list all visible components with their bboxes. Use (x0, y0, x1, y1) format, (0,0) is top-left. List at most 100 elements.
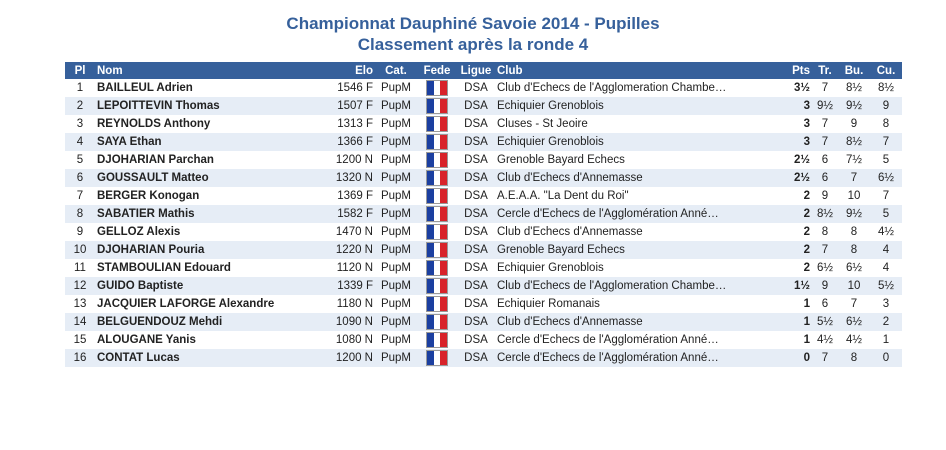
cell-bu: 6½ (838, 313, 870, 331)
cell-fede (417, 97, 457, 115)
cell-pts: 1 (782, 295, 812, 313)
header-pts: Pts (782, 62, 812, 79)
table-row: 5 DJOHARIAN Parchan 1200 N PupM DSA Grenoble … (65, 151, 902, 169)
cell-elo: 1546 F (309, 79, 375, 97)
header-nom: Nom (95, 62, 309, 79)
cell-ligue: DSA (457, 205, 495, 223)
cell-club: Cercle d'Echecs de l'Agglomération Anné… (495, 349, 782, 367)
cell-nom: ALOUGANE Yanis (95, 331, 309, 349)
cell-ligue: DSA (457, 187, 495, 205)
cell-ligue: DSA (457, 295, 495, 313)
cell-bu: 8½ (838, 133, 870, 151)
cell-ligue: DSA (457, 133, 495, 151)
cell-club: Grenoble Bayard Echecs (495, 241, 782, 259)
cell-fede (417, 79, 457, 97)
table-row: 15 ALOUGANE Yanis 1080 N PupM DSA Cercle d'Ec… (65, 331, 902, 349)
cell-pl: 12 (65, 277, 95, 295)
cell-bu: 9½ (838, 205, 870, 223)
header-club: Club (495, 62, 782, 79)
cell-fede (417, 349, 457, 367)
cell-pl: 13 (65, 295, 95, 313)
table-row: 13 JACQUIER LAFORGE Alexandre 1180 N PupM DS… (65, 295, 902, 313)
cell-bu: 8½ (838, 79, 870, 97)
table-row: 9 GELLOZ Alexis 1470 N PupM DSA Club d'Echecs… (65, 223, 902, 241)
cell-nom: REYNOLDS Anthony (95, 115, 309, 133)
cell-elo: 1507 F (309, 97, 375, 115)
cell-pl: 1 (65, 79, 95, 97)
cell-fede (417, 259, 457, 277)
france-flag-icon (426, 188, 448, 204)
cell-elo: 1313 F (309, 115, 375, 133)
cell-ligue: DSA (457, 277, 495, 295)
cell-tr: 6 (812, 169, 838, 187)
cell-pl: 11 (65, 259, 95, 277)
header-ligue: Ligue (457, 62, 495, 79)
cell-cu: 0 (870, 349, 902, 367)
cell-tr: 7 (812, 241, 838, 259)
cell-tr: 7 (812, 133, 838, 151)
cell-pts: 2 (782, 223, 812, 241)
cell-fede (417, 223, 457, 241)
cell-cu: 7 (870, 133, 902, 151)
cell-pl: 15 (65, 331, 95, 349)
cell-elo: 1582 F (309, 205, 375, 223)
cell-bu: 9 (838, 115, 870, 133)
cell-bu: 4½ (838, 331, 870, 349)
cell-pts: 2½ (782, 169, 812, 187)
cell-cat: PupM (375, 223, 417, 241)
france-flag-icon (426, 80, 448, 96)
header-cu: Cu. (870, 62, 902, 79)
cell-cu: 8½ (870, 79, 902, 97)
cell-pts: 0 (782, 349, 812, 367)
france-flag-icon (426, 152, 448, 168)
header-fede: Fede (417, 62, 457, 79)
table-row: 1 BAILLEUL Adrien 1546 F PupM DSA Club d'Eche… (65, 79, 902, 97)
cell-pl: 4 (65, 133, 95, 151)
cell-cat: PupM (375, 313, 417, 331)
cell-nom: SAYA Ethan (95, 133, 309, 151)
cell-pl: 10 (65, 241, 95, 259)
cell-cu: 3 (870, 295, 902, 313)
cell-nom: LEPOITTEVIN Thomas (95, 97, 309, 115)
cell-pts: 3½ (782, 79, 812, 97)
header-elo: Elo (309, 62, 375, 79)
cell-ligue: DSA (457, 241, 495, 259)
cell-nom: SABATIER Mathis (95, 205, 309, 223)
header-tr: Tr. (812, 62, 838, 79)
cell-nom: DJOHARIAN Pouria (95, 241, 309, 259)
cell-elo: 1090 N (309, 313, 375, 331)
cell-club: Cercle d'Echecs de l'Agglomération Anné… (495, 331, 782, 349)
cell-cu: 8 (870, 115, 902, 133)
cell-club: A.E.A.A. "La Dent du Roi" (495, 187, 782, 205)
cell-ligue: DSA (457, 349, 495, 367)
france-flag-icon (426, 296, 448, 312)
cell-club: Echiquier Grenoblois (495, 97, 782, 115)
cell-ligue: DSA (457, 97, 495, 115)
cell-ligue: DSA (457, 313, 495, 331)
cell-pl: 3 (65, 115, 95, 133)
cell-ligue: DSA (457, 223, 495, 241)
cell-cu: 9 (870, 97, 902, 115)
cell-pl: 14 (65, 313, 95, 331)
cell-tr: 8½ (812, 205, 838, 223)
cell-cat: PupM (375, 349, 417, 367)
cell-tr: 5½ (812, 313, 838, 331)
cell-fede (417, 313, 457, 331)
france-flag-icon (426, 350, 448, 366)
cell-nom: GUIDO Baptiste (95, 277, 309, 295)
page-header: Championnat Dauphiné Savoie 2014 - Pupil… (0, 0, 946, 55)
cell-club: Cluses - St Jeoire (495, 115, 782, 133)
cell-bu: 8 (838, 223, 870, 241)
cell-pl: 7 (65, 187, 95, 205)
france-flag-icon (426, 314, 448, 330)
cell-pl: 2 (65, 97, 95, 115)
cell-tr: 9 (812, 187, 838, 205)
france-flag-icon (426, 98, 448, 114)
table-row: 12 GUIDO Baptiste 1339 F PupM DSA Club d'Eche… (65, 277, 902, 295)
table-row: 16 CONTAT Lucas 1200 N PupM DSA Cercle d'Eche… (65, 349, 902, 367)
cell-fede (417, 133, 457, 151)
france-flag-icon (426, 170, 448, 186)
cell-club: Club d'Echecs d'Annemasse (495, 169, 782, 187)
cell-pl: 8 (65, 205, 95, 223)
cell-elo: 1220 N (309, 241, 375, 259)
